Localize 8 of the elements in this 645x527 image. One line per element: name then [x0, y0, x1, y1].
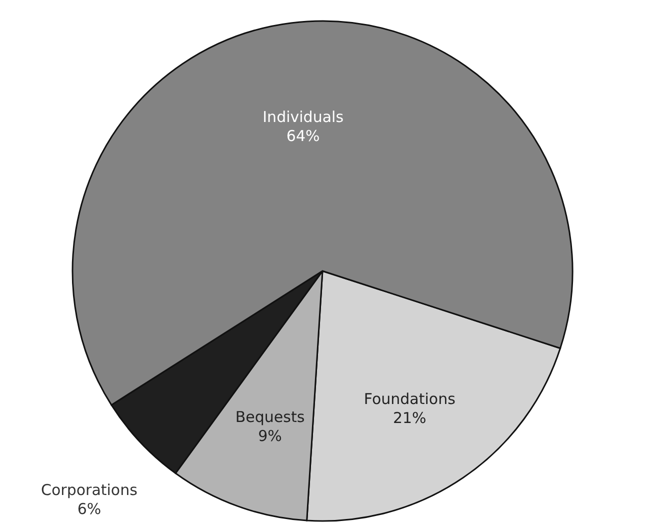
slice-label: Individuals [262, 108, 344, 126]
data-label: 9% [258, 426, 282, 445]
slice-label: Foundations [364, 390, 456, 408]
slice-label: Bequests [235, 408, 305, 426]
data-label: 64% [286, 127, 320, 146]
slice-label: Corporations [41, 481, 138, 500]
data-label: 21% [392, 409, 426, 428]
data-label: 6% [77, 500, 102, 518]
